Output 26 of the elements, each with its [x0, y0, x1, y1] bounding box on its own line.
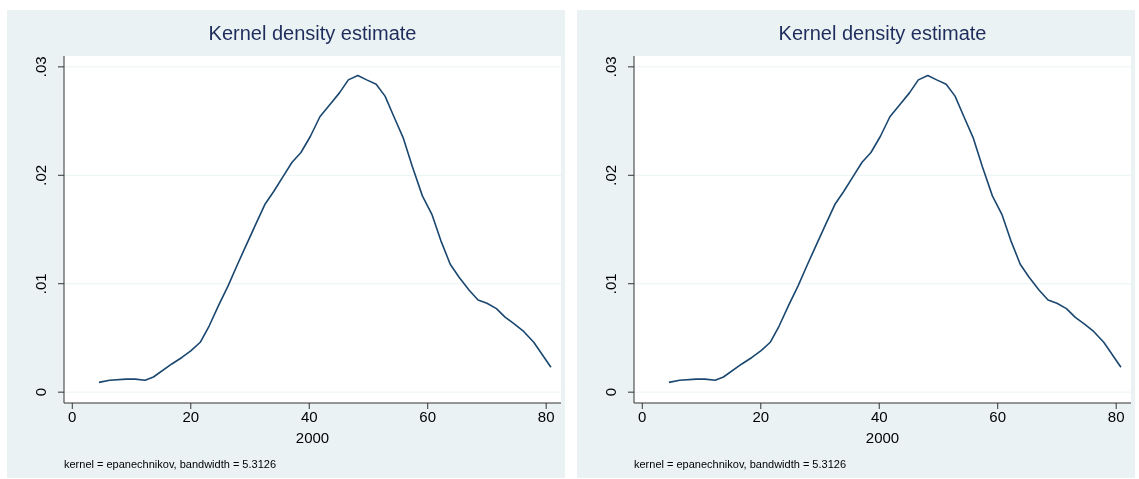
y-tick-label: .01 — [602, 273, 619, 295]
x-tick-label: 20 — [752, 407, 770, 425]
text: kernel = epanechnikov, bandwidth = 5.3126 — [634, 458, 847, 470]
y-tick-label: 0 — [602, 387, 619, 397]
text: kernel = epanechnikov, bandwidth = 5.3126 — [64, 458, 277, 470]
x-tick-label: 60 — [419, 407, 437, 425]
y-tick-label: .01 — [32, 273, 49, 295]
y-tick-label: .02 — [602, 164, 619, 186]
x-axis-title: 2000 — [295, 429, 330, 446]
x-tick-label: 0 — [638, 407, 647, 425]
x-tick-label: 80 — [537, 407, 555, 425]
line-series — [98, 74, 552, 384]
x-tick-label: 60 — [989, 407, 1007, 425]
line-series — [668, 74, 1122, 384]
y-tick-label: .03 — [602, 56, 619, 78]
x-tick-label: 40 — [300, 407, 318, 425]
y-tick-label: .03 — [32, 56, 49, 78]
chart-title: Kernel density estimate — [777, 22, 988, 45]
y-tick-label: 0 — [32, 387, 49, 397]
chart-title: Kernel density estimate — [207, 22, 418, 45]
x-axis-title: 2000 — [865, 429, 900, 446]
x-tick-label: 80 — [1107, 407, 1125, 425]
x-tick-label: 0 — [68, 407, 77, 425]
x-tick-label: 40 — [870, 407, 888, 425]
y-tick-label: .02 — [32, 164, 49, 186]
x-tick-label: 20 — [182, 407, 200, 425]
